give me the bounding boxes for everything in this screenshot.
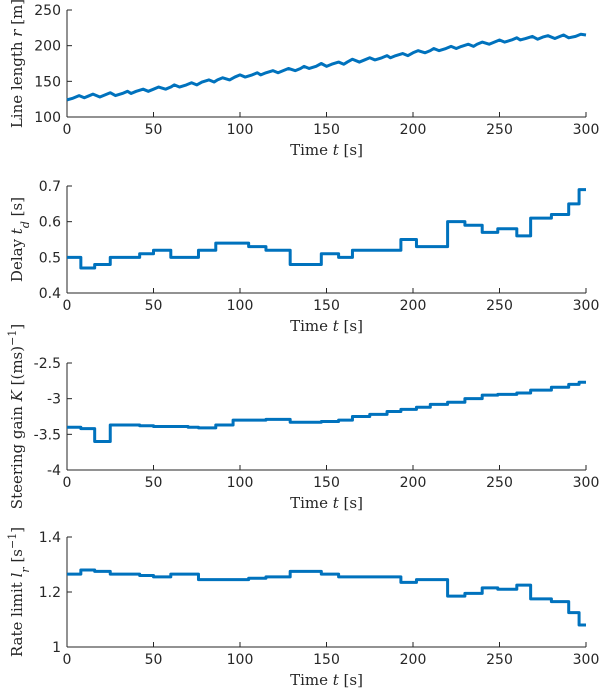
axis-label-var: t [333,494,340,512]
y-tick-label: 1.2 [39,585,61,601]
data-line [67,188,586,270]
axis-label-sub: r [19,567,32,573]
axis-label-pre: Time [290,317,333,335]
x-tick-label: 0 [63,298,72,314]
x-tick-label: 300 [573,652,599,668]
y-tick-label: 0.6 [39,215,61,231]
axis-label-post2: ] [8,324,26,330]
y-tick-label: 250 [34,3,61,19]
x-tick-label: 200 [400,122,427,138]
x-tick-label: 300 [573,298,599,314]
x-axis-label: Time t [s] [290,671,363,689]
x-axis-label: Time t [s] [290,494,363,512]
axis-label-var: t [333,317,340,335]
y-tick-label: -3.5 [34,427,61,443]
axis-label-var: l [8,572,26,577]
y-tick-label: 0.7 [39,179,61,195]
axis-label-post: [s] [339,671,363,689]
axis-label-var: t [8,227,26,234]
axis-label-var: K [8,389,26,402]
y-tick-label: 200 [34,39,61,55]
y-tick-label: 1.4 [39,530,61,546]
y-axis-label: Rate limit lr [s−1] [6,527,32,657]
x-tick-label: 250 [486,652,513,668]
x-tick-label: 100 [227,298,254,314]
axis-label-var: r [8,29,26,37]
x-tick-label: 200 [400,298,427,314]
axis-label-pre: Time [290,141,333,159]
x-tick-label: 50 [145,475,163,491]
axis-label-pre: Steering gain [8,401,26,509]
axis-label-post: [(ms) [8,346,26,390]
x-tick-label: 150 [313,652,340,668]
y-tick-label: 0.5 [39,250,61,266]
x-tick-label: 250 [486,122,513,138]
axis-label-post2: ] [8,527,26,533]
y-axis-label: Delay td [s] [8,197,32,282]
x-tick-label: 100 [227,652,254,668]
x-tick-label: 50 [145,122,163,138]
y-axis-label: Steering gain K [(ms)−1] [6,324,27,509]
chart-panel-3: 0 50 100 150 200 250 300 -4 -3.5 -3 -2.5 Time t [s]… [6,324,599,512]
x-tick-label: 0 [63,122,72,138]
axis-label-post: [m] [8,0,26,30]
chart-panel-2: 0 50 100 150 200 250 300 0.4 0.5 0.6 0.7 Time t [s]… [8,179,599,335]
x-axis-label: Time t [s] [290,141,363,159]
data-line [66,32,587,102]
axis-label-pre: Delay [8,234,26,282]
x-tick-label: 200 [400,475,427,491]
axis-label-var: t [333,141,340,159]
axis-label-pre: Time [290,494,333,512]
axis-label-var: t [333,671,340,689]
axis-label-post: [s] [339,494,363,512]
x-tick-label: 250 [486,298,513,314]
axis-label-post: [s] [339,317,363,335]
data-line [67,380,586,443]
y-axis-label: Line length r [m] [8,0,26,128]
x-tick-label: 150 [313,475,340,491]
y-tick-label: 1 [52,640,61,656]
x-tick-label: 100 [227,475,254,491]
y-tick-label: 150 [34,74,61,90]
x-tick-label: 150 [313,298,340,314]
axis-label-post: [s [8,549,26,567]
axis-label-post: [s] [339,141,363,159]
axis-label-sub: d [19,221,32,228]
x-tick-label: 100 [227,122,254,138]
y-tick-label: -3 [47,392,61,408]
data-line [67,568,586,627]
axis-label-sup: −1 [6,533,19,549]
x-tick-label: 200 [400,652,427,668]
axis-label-pre: Line length [8,37,26,128]
x-tick-label: 0 [63,652,72,668]
x-tick-label: 300 [573,122,599,138]
axis-label-pre: Rate limit [8,577,26,657]
x-tick-label: 150 [313,122,340,138]
y-tick-label: 0.4 [39,286,61,302]
x-tick-label: 50 [145,652,163,668]
y-tick-label: 100 [34,110,61,126]
y-tick-label: -2.5 [34,356,61,372]
y-tick-label: -4 [47,463,61,479]
x-tick-label: 300 [573,475,599,491]
axis-label-pre: Time [290,671,333,689]
x-tick-label: 250 [486,475,513,491]
x-tick-label: 0 [63,475,72,491]
x-axis-label: Time t [s] [290,317,363,335]
axis-label-sup: −1 [6,330,19,346]
axis-label-post: [s] [8,197,26,221]
chart-panel-1: 0 50 100 150 200 250 300 100 150 200 250 Time t [s]… [8,0,599,159]
x-tick-label: 50 [145,298,163,314]
